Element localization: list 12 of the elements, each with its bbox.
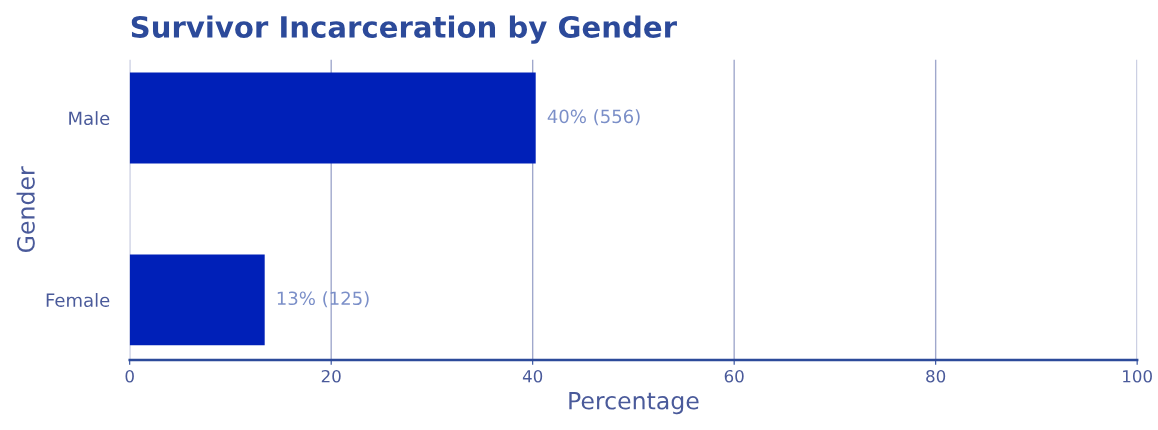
- x-tick-label: 20: [321, 369, 341, 383]
- x-tick-label: 80: [926, 369, 946, 383]
- y-axis-title: Gender: [16, 166, 35, 253]
- x-tick-label: 100: [1123, 369, 1152, 383]
- x-tick-label: 60: [724, 369, 744, 383]
- y-tick-label: Female: [46, 293, 110, 307]
- x-tick-label: 40: [522, 369, 543, 383]
- y-tick-label: Male: [69, 111, 110, 126]
- data-label: 40% (556): [547, 109, 640, 126]
- x-tick-label: 0: [125, 369, 134, 383]
- x-axis-title: Percentage: [569, 392, 699, 415]
- chart-title: Survivor Incarceration by Gender: [131, 15, 677, 44]
